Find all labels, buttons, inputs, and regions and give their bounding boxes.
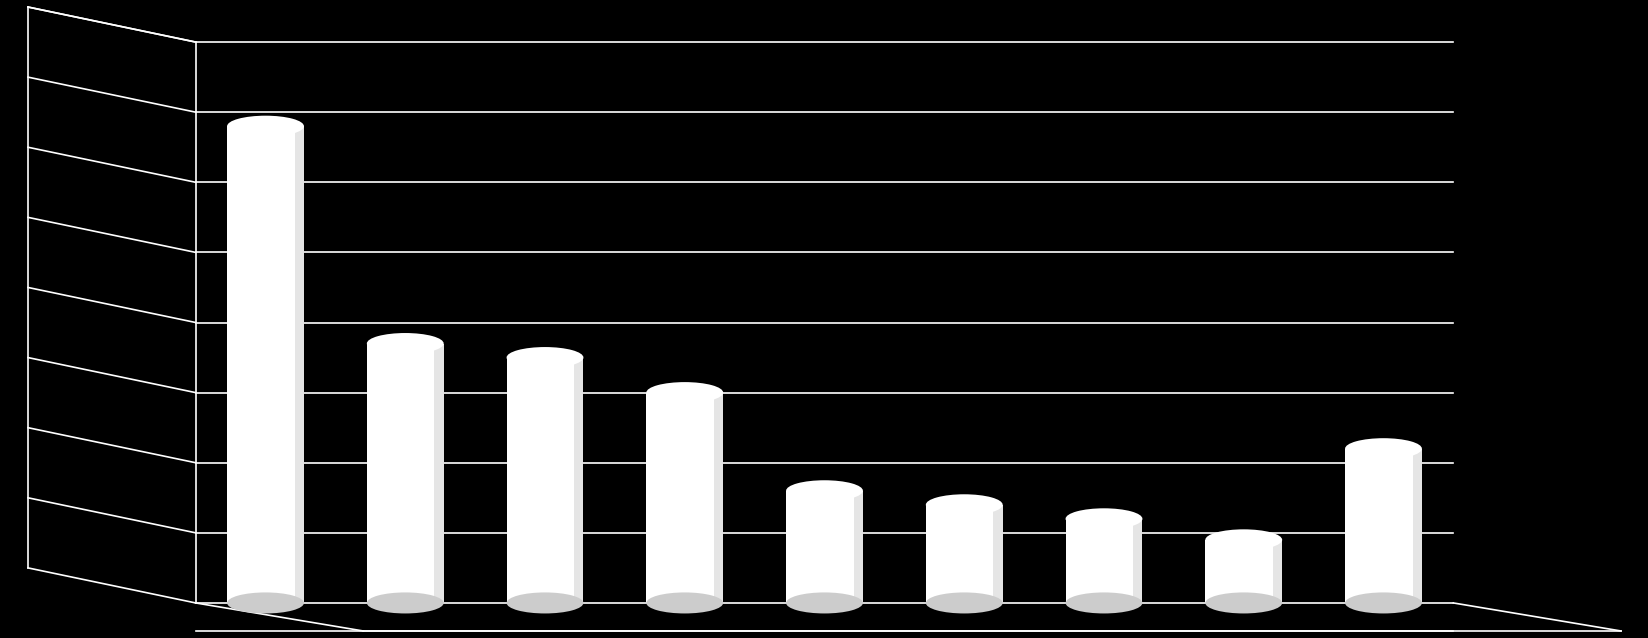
Polygon shape [646, 392, 723, 603]
Polygon shape [1205, 540, 1282, 603]
Polygon shape [714, 392, 723, 603]
Ellipse shape [786, 480, 862, 501]
Polygon shape [1272, 540, 1282, 603]
Ellipse shape [786, 593, 862, 614]
Ellipse shape [506, 347, 583, 368]
Polygon shape [574, 357, 583, 603]
Ellipse shape [506, 593, 583, 614]
Polygon shape [1412, 449, 1421, 603]
Ellipse shape [646, 593, 723, 614]
Ellipse shape [925, 593, 1002, 614]
Ellipse shape [227, 593, 303, 614]
Ellipse shape [366, 593, 443, 614]
Ellipse shape [1345, 593, 1421, 614]
Polygon shape [786, 491, 862, 603]
Polygon shape [1345, 449, 1421, 603]
Polygon shape [366, 343, 443, 603]
Polygon shape [1132, 519, 1142, 603]
Ellipse shape [646, 382, 723, 403]
Ellipse shape [227, 115, 303, 137]
Polygon shape [925, 505, 1002, 603]
Polygon shape [227, 126, 303, 603]
Ellipse shape [1205, 530, 1282, 551]
Polygon shape [506, 357, 583, 603]
Ellipse shape [1205, 593, 1282, 614]
Ellipse shape [925, 494, 1002, 516]
Ellipse shape [1065, 593, 1142, 614]
Polygon shape [854, 491, 862, 603]
Polygon shape [433, 343, 443, 603]
Polygon shape [295, 126, 303, 603]
Polygon shape [1065, 519, 1142, 603]
Ellipse shape [1065, 508, 1142, 530]
Ellipse shape [1345, 438, 1421, 459]
Ellipse shape [366, 333, 443, 354]
Polygon shape [992, 505, 1002, 603]
